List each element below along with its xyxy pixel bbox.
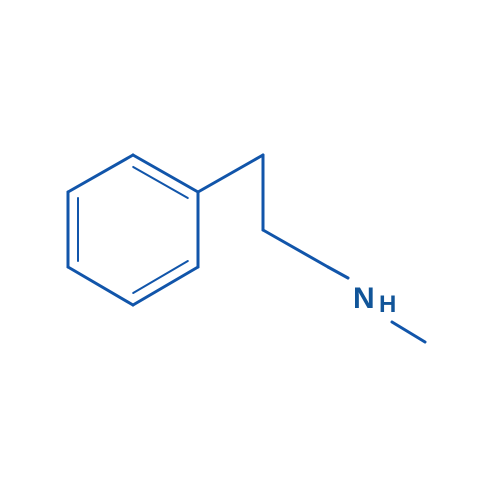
molecule-canvas: N H [0,0,500,500]
nitrogen-atom-label: N [353,284,375,314]
bond-svg [0,0,500,500]
hydrogen-atom-label: H [379,293,396,317]
